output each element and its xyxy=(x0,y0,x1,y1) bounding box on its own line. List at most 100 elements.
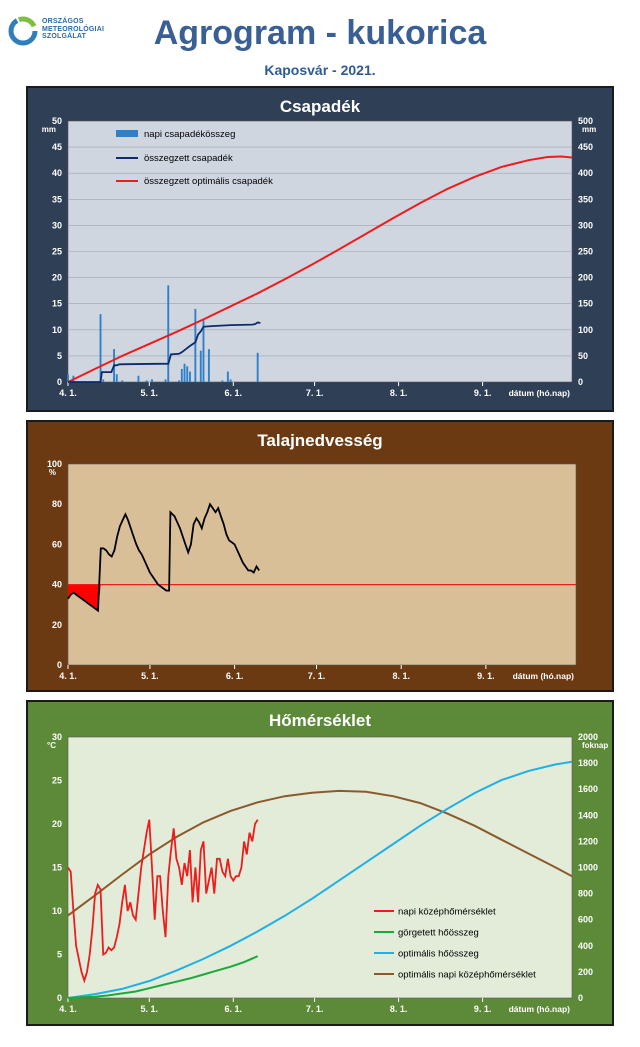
x-tick-label: 8. 1. xyxy=(390,388,408,398)
y-tick-label-left: 60 xyxy=(52,539,62,549)
y-tick-label-right: 600 xyxy=(578,915,593,925)
y-tick-label-left: 30 xyxy=(52,732,62,742)
precip-bar xyxy=(151,379,153,382)
y-unit-label-left: °C xyxy=(47,741,56,750)
y-tick-label-left: 20 xyxy=(52,819,62,829)
precip-bar xyxy=(183,363,186,382)
chart-title: Csapadék xyxy=(280,97,361,116)
precip-bar xyxy=(188,371,191,382)
y-tick-label-right: 1400 xyxy=(578,810,598,820)
x-tick-label: 5. 1. xyxy=(141,671,159,681)
x-axis-label: dátum (hó.nap) xyxy=(509,388,571,398)
x-tick-label: 8. 1. xyxy=(390,1004,408,1014)
precip-bar xyxy=(178,380,181,382)
y-tick-label-right: 100 xyxy=(578,325,593,335)
x-tick-label: 4. 1. xyxy=(59,388,77,398)
precip-bar xyxy=(145,380,148,382)
y-tick-label-left: 10 xyxy=(52,906,62,916)
y-tick-label-left: 10 xyxy=(52,325,62,335)
omsz-logo: ORSZÁGOS METEOROLÓGIAI SZOLGÁLAT xyxy=(8,14,128,54)
x-tick-label: 9. 1. xyxy=(474,388,492,398)
precip-bar xyxy=(180,368,183,382)
legend-label: összegzett optimális csapadék xyxy=(144,176,273,187)
precip-bar xyxy=(229,379,232,382)
y-tick-label-left: 15 xyxy=(52,863,62,873)
x-tick-label: 4. 1. xyxy=(59,1004,77,1014)
y-tick-label-left: 50 xyxy=(52,116,62,126)
precip-bar xyxy=(256,352,259,382)
y-tick-label-right: 1200 xyxy=(578,836,598,846)
y-tick-label-right: 150 xyxy=(578,299,593,309)
precipitation-chart: Csapadék 4. 1. 5. 1. 6. 1. 7. 1. 8. 1. 9. 1. dá… xyxy=(42,97,596,398)
optimal-heat-sum-line xyxy=(67,760,573,999)
precip-bar xyxy=(67,374,69,382)
y-tick-label-right: 200 xyxy=(578,273,593,283)
precip-bar xyxy=(115,374,118,382)
y-tick-label-left: 100 xyxy=(47,459,62,469)
precip-bar xyxy=(99,314,102,382)
y-tick-label-right: 0 xyxy=(578,993,583,1003)
precipitation-panel: Csapadék 4. 1. 5. 1. 6. 1. 7. 1. 8. 1. 9. 1. dá… xyxy=(26,86,614,412)
legend-label: napi csapadékösszeg xyxy=(144,129,235,140)
x-tick-label: 5. 1. xyxy=(141,1004,159,1014)
temperature-chart: Hőmérséklet 4. 1. 5. 1. 6. 1. 7. 1. 8. 1. 9. 1… xyxy=(47,711,608,1014)
y-tick-label-right: 300 xyxy=(578,220,593,230)
x-tick-label: 4. 1. xyxy=(59,671,77,681)
y-tick-label-left: 25 xyxy=(52,776,62,786)
y-unit-label-right: foknap xyxy=(582,741,608,750)
y-unit-label-right: mm xyxy=(582,125,596,134)
precip-bar xyxy=(167,285,170,382)
x-tick-label: 6. 1. xyxy=(225,388,243,398)
y-tick-label-right: 2000 xyxy=(578,732,598,742)
y-tick-label-left: 5 xyxy=(57,351,62,361)
y-tick-label-left: 15 xyxy=(52,299,62,309)
precip-bar xyxy=(186,366,189,382)
y-tick-label-right: 350 xyxy=(578,194,593,204)
y-tick-label-left: 40 xyxy=(52,580,62,590)
y-tick-label-right: 800 xyxy=(578,889,593,899)
y-tick-label-left: 35 xyxy=(52,194,62,204)
x-tick-label: 5. 1. xyxy=(141,388,159,398)
legend-label: optimális napi középhőmérséklet xyxy=(398,970,536,981)
y-tick-label-left: 45 xyxy=(52,142,62,152)
x-tick-label: 7. 1. xyxy=(308,671,326,681)
logo-text: ORSZÁGOS METEOROLÓGIAI SZOLGÁLAT xyxy=(42,18,105,40)
legend-label: napi középhőmérséklet xyxy=(398,907,496,918)
precip-bar xyxy=(226,371,229,382)
y-tick-label-left: 20 xyxy=(52,273,62,283)
y-tick-label-left: 0 xyxy=(57,993,62,1003)
precip-bar xyxy=(164,379,167,382)
soil-moisture-panel: Talajnedvesség 4. 1. 5. 1. 6. 1. 7. 1. 8. 1. 9… xyxy=(26,420,614,692)
logo-emblem-icon xyxy=(8,16,38,46)
x-tick-label: 6. 1. xyxy=(225,1004,243,1014)
y-tick-label-left: 0 xyxy=(57,377,62,387)
y-tick-label-right: 450 xyxy=(578,142,593,152)
cumulative-precip-line xyxy=(68,321,261,383)
soil-moisture-chart: Talajnedvesség 4. 1. 5. 1. 6. 1. 7. 1. 8. 1. 9… xyxy=(47,431,577,681)
y-tick-label-right: 200 xyxy=(578,967,593,977)
y-tick-label-right: 1600 xyxy=(578,784,598,794)
y-tick-label-right: 0 xyxy=(578,377,583,387)
x-axis-label: dátum (hó.nap) xyxy=(513,671,575,681)
precip-bar xyxy=(202,320,205,382)
x-tick-label: 9. 1. xyxy=(474,1004,492,1014)
legend-swatch-bar xyxy=(116,130,138,137)
y-unit-label-left: % xyxy=(49,468,56,477)
soil-moisture-line xyxy=(67,502,260,613)
optimal-cumulative-precip-line xyxy=(67,155,573,383)
precip-bar xyxy=(102,379,105,382)
precip-bar xyxy=(121,380,124,382)
legend-label: optimális hőösszeg xyxy=(398,949,479,960)
page-title: Agrogram - kukorica xyxy=(153,14,487,52)
x-tick-label: 7. 1. xyxy=(306,388,324,398)
y-tick-label-left: 25 xyxy=(52,247,62,257)
page-subtitle: Kaposvár - 2021. xyxy=(264,62,376,78)
x-tick-label: 7. 1. xyxy=(306,1004,324,1014)
y-tick-label-left: 20 xyxy=(52,620,62,630)
legend-label: összegzett csapadék xyxy=(144,153,233,164)
plot-area xyxy=(67,463,577,666)
deficit-area xyxy=(68,584,101,611)
chart-title: Hőmérséklet xyxy=(269,711,371,730)
x-axis-label: dátum (hó.nap) xyxy=(509,1004,571,1014)
y-tick-label-left: 30 xyxy=(52,220,62,230)
